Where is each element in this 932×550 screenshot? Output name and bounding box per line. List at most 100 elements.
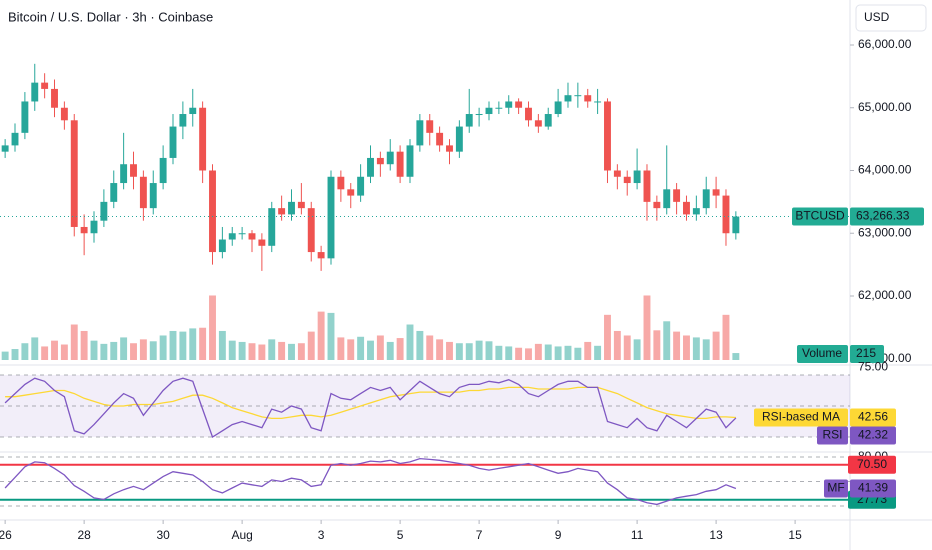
volume-bar [505, 346, 513, 360]
volume-bar [357, 336, 365, 360]
candle-body [228, 233, 236, 240]
volume-bar [367, 340, 374, 360]
volume-bar [594, 345, 602, 360]
candle-body [120, 164, 128, 184]
volume-bar [623, 335, 631, 360]
volume-bar [406, 324, 414, 360]
candle-body [169, 126, 177, 158]
candle-body [199, 107, 207, 171]
candle-body [712, 189, 720, 196]
candle-body [416, 120, 424, 146]
currency-label: USD [864, 10, 890, 24]
volume-bar [653, 330, 661, 360]
candle-body [732, 216, 740, 234]
volume-bar [258, 344, 266, 360]
candle-body [218, 239, 226, 253]
currency-button[interactable] [855, 4, 927, 32]
x-tick-label: 5 [397, 528, 404, 542]
volume-bar [288, 343, 295, 360]
candle-body [584, 95, 592, 102]
candle-body [446, 145, 453, 152]
volume-value-badge [850, 345, 884, 363]
candle-body [238, 233, 246, 235]
candle-body [307, 208, 315, 253]
volume-bar [209, 295, 216, 360]
indicator-name: MF [827, 481, 844, 495]
volume-bar [534, 343, 542, 360]
volume-bar [199, 327, 207, 360]
candle-body [574, 95, 582, 97]
candle-body [31, 82, 39, 102]
volume-bar [495, 345, 503, 360]
level-badge [848, 455, 896, 474]
indicator-value-badge [850, 426, 896, 445]
y-tick-label: 63,000.00 [858, 225, 912, 239]
volume-bar [722, 314, 730, 360]
candle-body [604, 101, 611, 171]
candle-body [396, 151, 404, 177]
x-tick-label: 9 [555, 528, 562, 542]
candle-body [258, 239, 266, 246]
volume-bar [41, 346, 49, 360]
candle-body [406, 145, 414, 177]
candle-body [683, 201, 690, 215]
volume-bar [307, 331, 315, 360]
y-tick-label: 66,000.00 [858, 37, 912, 51]
volume-bar [110, 341, 118, 360]
volume-bar [584, 341, 592, 360]
x-tick-label: 28 [77, 528, 91, 542]
x-tick-label: 11 [631, 528, 644, 542]
volume-bar [465, 343, 473, 360]
volume-bar [70, 324, 78, 360]
candle-body [564, 95, 572, 102]
volume-bar [11, 349, 19, 360]
candle-body [525, 107, 532, 121]
y-tick-label: 64,000.00 [858, 163, 912, 177]
candle-body [317, 252, 325, 259]
volume-bar [347, 339, 355, 360]
volume-bar [238, 341, 246, 360]
candle-body [268, 208, 276, 246]
volume-name-badge [797, 345, 848, 363]
volume-bar [179, 331, 187, 360]
volume-name: Volume [802, 346, 842, 360]
indicator-value-badge [850, 408, 896, 427]
candle-body [288, 201, 295, 215]
candle-body [386, 151, 394, 165]
candle-body [51, 88, 58, 108]
volume-bar [604, 314, 611, 360]
symbol-badge [792, 207, 848, 226]
volume-bar [692, 337, 700, 360]
volume-bar [90, 340, 98, 360]
x-tick-label: Aug [231, 528, 252, 542]
candle-body [110, 183, 118, 202]
x-tick-label: 26 [0, 528, 12, 542]
volume-bar [278, 341, 286, 360]
volume-bar [159, 335, 167, 360]
volume-value: 215 [856, 346, 876, 360]
volume-bar [60, 344, 68, 360]
volume-bar [564, 345, 572, 360]
volume-bar [248, 343, 256, 360]
volume-bar [544, 344, 552, 360]
candle-body [149, 183, 157, 209]
volume-bar [485, 341, 493, 360]
candle-body [475, 114, 483, 116]
candle-body [41, 82, 49, 89]
candle-body [179, 114, 187, 127]
level-label: 70.50 [857, 457, 887, 471]
candle-body [327, 176, 335, 259]
candle-body [80, 226, 88, 234]
indicator-line [5, 386, 736, 420]
candle-body [653, 201, 661, 209]
candle-body [495, 107, 503, 109]
candle-body [673, 189, 681, 202]
indicator-line [4, 457, 737, 506]
volume-bar [446, 341, 453, 360]
candle-body [594, 101, 602, 103]
volume-bar [337, 337, 345, 360]
volume-bar [386, 341, 394, 360]
volume-bar [189, 328, 197, 360]
candle-body [455, 126, 463, 152]
